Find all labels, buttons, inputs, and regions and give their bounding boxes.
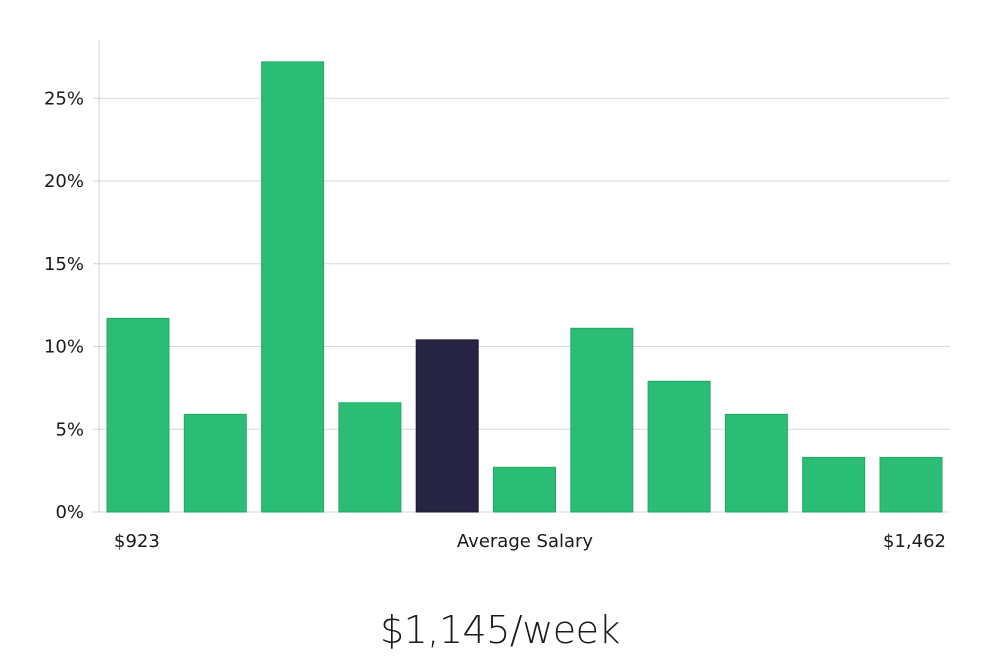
grid-layer: 0% 5% 10% 15% 20% 25% <box>44 88 950 523</box>
bar-average-salary <box>415 339 479 513</box>
y-tick-label-10: 10% <box>44 337 84 358</box>
salary-histogram: 0% 5% 10% 15% 20% 25% $923 Average Salary $1,… <box>44 40 950 552</box>
y-tick-label-5: 5% <box>55 419 84 440</box>
bar-10 <box>802 456 866 513</box>
bar-8 <box>647 380 711 513</box>
bar-1 <box>106 317 170 513</box>
bar-2 <box>183 413 247 513</box>
y-tick-label-20: 20% <box>44 171 84 192</box>
y-tick-label-15: 15% <box>44 254 84 275</box>
average-salary-caption: $1,145/week <box>379 608 621 652</box>
bar-3 <box>261 61 325 513</box>
bar-7 <box>570 327 634 513</box>
y-tick-label-25: 25% <box>44 88 84 109</box>
x-label-average: Average Salary <box>457 531 594 552</box>
y-tick-label-0: 0% <box>55 502 84 523</box>
bar-6 <box>493 466 556 513</box>
bars-layer <box>106 61 943 513</box>
x-label-min: $923 <box>114 531 160 552</box>
bar-9 <box>724 413 788 513</box>
bar-11 <box>879 456 943 513</box>
bar-4 <box>338 402 402 513</box>
x-label-max: $1,462 <box>883 531 946 552</box>
